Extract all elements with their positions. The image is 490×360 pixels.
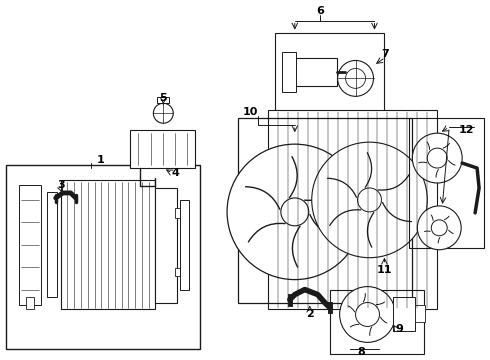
FancyArrowPatch shape (383, 202, 412, 222)
Bar (416, 305, 425, 323)
Text: 10: 10 (242, 107, 258, 117)
Circle shape (413, 133, 462, 183)
Bar (6, 165, 200, 349)
Bar (47, 192, 57, 297)
Bar (157, 97, 169, 103)
Text: 4: 4 (172, 168, 179, 178)
Bar (330, 289, 424, 354)
Text: 8: 8 (358, 347, 366, 357)
Bar (19, 185, 41, 305)
FancyArrowPatch shape (376, 302, 385, 305)
FancyArrowPatch shape (348, 306, 355, 312)
Bar (175, 268, 185, 276)
Bar (285, 58, 337, 86)
Bar (268, 110, 437, 310)
FancyArrowPatch shape (248, 223, 285, 242)
FancyArrowPatch shape (378, 174, 409, 190)
Circle shape (431, 220, 447, 236)
Text: 7: 7 (382, 49, 390, 59)
FancyArrowPatch shape (380, 317, 387, 323)
FancyArrowPatch shape (310, 215, 344, 237)
Circle shape (340, 287, 395, 342)
Circle shape (417, 206, 461, 250)
Bar (282, 53, 296, 92)
FancyArrowPatch shape (327, 178, 356, 197)
FancyArrowPatch shape (305, 182, 341, 201)
FancyArrowPatch shape (330, 210, 361, 225)
Bar (180, 200, 189, 289)
Circle shape (427, 148, 447, 168)
FancyArrowPatch shape (431, 215, 433, 220)
FancyArrowPatch shape (427, 142, 430, 149)
Circle shape (312, 142, 427, 258)
Bar (409, 118, 484, 248)
Text: 12: 12 (458, 125, 474, 135)
Text: 3: 3 (57, 180, 65, 190)
Bar (393, 297, 416, 332)
Circle shape (227, 144, 363, 280)
Circle shape (356, 302, 379, 327)
Circle shape (338, 60, 373, 96)
Bar (61, 180, 155, 310)
Text: 2: 2 (306, 310, 314, 319)
FancyArrowPatch shape (350, 324, 359, 327)
FancyArrowPatch shape (369, 327, 372, 336)
Bar (155, 188, 177, 302)
Text: 1: 1 (97, 155, 104, 165)
FancyArrowPatch shape (368, 212, 374, 247)
Bar (130, 130, 195, 168)
Circle shape (345, 68, 366, 88)
Text: 9: 9 (395, 324, 403, 334)
FancyArrowPatch shape (448, 161, 455, 165)
Circle shape (281, 198, 309, 226)
Text: 5: 5 (160, 93, 167, 103)
Circle shape (153, 103, 173, 123)
FancyArrowPatch shape (290, 157, 297, 198)
FancyArrowPatch shape (363, 293, 366, 302)
Circle shape (358, 188, 382, 212)
FancyArrowPatch shape (449, 230, 453, 234)
Text: 11: 11 (377, 265, 392, 275)
Bar (26, 297, 34, 309)
FancyArrowPatch shape (438, 238, 440, 243)
FancyArrowPatch shape (245, 187, 280, 209)
Bar (175, 208, 187, 218)
FancyArrowPatch shape (443, 143, 449, 148)
Bar (275, 32, 385, 114)
Bar (238, 118, 413, 302)
Text: 6: 6 (316, 6, 324, 15)
FancyArrowPatch shape (444, 216, 449, 220)
FancyArrowPatch shape (418, 162, 427, 163)
FancyArrowPatch shape (293, 226, 300, 267)
FancyArrowPatch shape (365, 153, 371, 187)
FancyArrowPatch shape (436, 170, 439, 177)
